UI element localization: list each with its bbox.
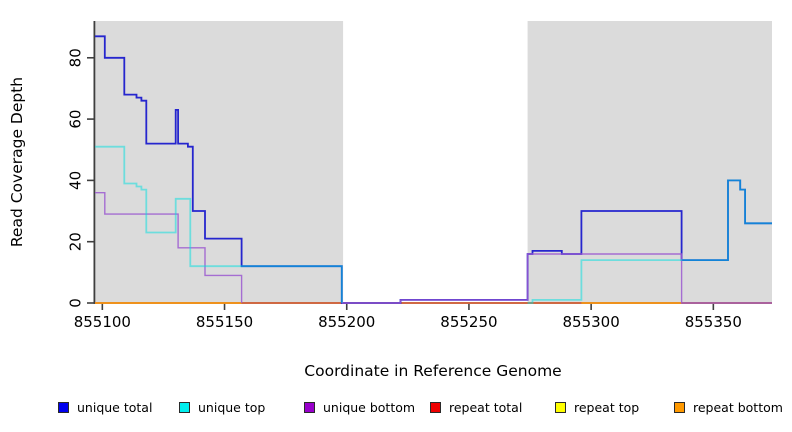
svg-text:855150: 855150 xyxy=(196,313,253,331)
svg-text:855100: 855100 xyxy=(74,313,131,331)
svg-text:855350: 855350 xyxy=(685,313,742,331)
legend-swatch-unique-bottom xyxy=(304,401,315,413)
legend-item-unique-bottom: unique bottom xyxy=(304,396,415,418)
legend-swatch-repeat-top xyxy=(555,401,566,413)
legend-swatch-repeat-bottom xyxy=(674,401,685,413)
legend-swatch-repeat-total xyxy=(430,401,441,413)
x-axis-label: Coordinate in Reference Genome xyxy=(304,362,561,380)
svg-text:855250: 855250 xyxy=(440,313,497,331)
legend-swatch-unique-total xyxy=(58,401,69,413)
legend-item-repeat-top: repeat top xyxy=(555,396,639,418)
legend-swatch-unique-top xyxy=(179,401,190,413)
legend-label: unique bottom xyxy=(323,399,416,415)
shaded-regions xyxy=(95,21,772,303)
svg-text:20: 20 xyxy=(67,232,85,251)
tick-labels: 855100 855150 855200 855250 855300 855350 0 20 4… xyxy=(67,48,742,331)
legend: unique total unique top unique bottom re… xyxy=(0,396,792,426)
legend-item-repeat-total: repeat total xyxy=(430,396,522,418)
svg-text:80: 80 xyxy=(67,48,85,67)
svg-text:855200: 855200 xyxy=(318,313,375,331)
svg-text:855300: 855300 xyxy=(563,313,620,331)
data-series xyxy=(95,35,772,304)
legend-item-unique-total: unique total xyxy=(58,396,152,418)
legend-label: repeat top xyxy=(574,399,640,415)
legend-item-repeat-bottom: repeat bottom xyxy=(674,396,783,418)
legend-label: unique total xyxy=(77,399,153,415)
svg-text:0: 0 xyxy=(67,298,85,308)
legend-label: repeat bottom xyxy=(693,399,783,415)
legend-label: repeat total xyxy=(449,399,523,415)
legend-item-unique-top: unique top xyxy=(179,396,265,418)
legend-label: unique top xyxy=(198,399,266,415)
svg-text:60: 60 xyxy=(67,110,85,129)
svg-text:40: 40 xyxy=(67,171,85,190)
y-axis-label: Read Coverage Depth xyxy=(8,77,26,247)
